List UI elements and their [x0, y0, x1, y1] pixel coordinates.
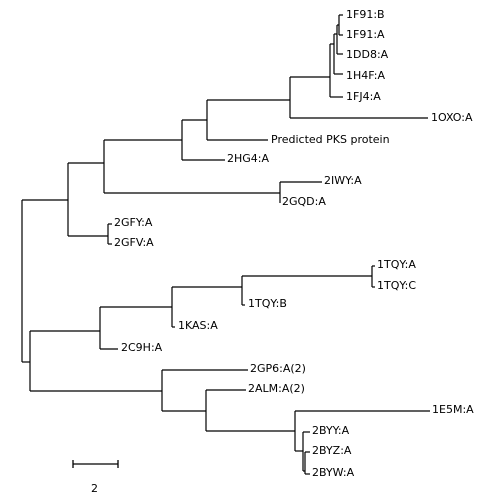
leaf-label-1tqy-c: 1TQY:C	[377, 279, 416, 292]
leaf-label-2c9h-a: 2C9H:A	[121, 341, 163, 354]
leaf-label-1oxo-a: 1OXO:A	[431, 111, 473, 124]
leaf-label-1h4f-a: 1H4F:A	[346, 69, 385, 82]
leaf-label-1f91-b: 1F91:B	[346, 8, 385, 21]
leaf-label-1f91-a: 1F91:A	[346, 28, 385, 41]
leaf-label-1tqy-b: 1TQY:B	[248, 297, 287, 310]
leaf-label-1dd8-a: 1DD8:A	[346, 48, 389, 61]
leaf-label-2gfv-a: 2GFV:A	[114, 236, 154, 249]
scale-bar-label: 2	[91, 482, 98, 494]
leaf-label-1e5m-a: 1E5M:A	[432, 403, 474, 416]
leaf-label-2byz-a: 2BYZ:A	[312, 444, 352, 457]
leaf-label-2byy-a: 2BYY:A	[312, 424, 350, 437]
leaf-label-pks: Predicted PKS protein	[271, 133, 390, 146]
leaf-label-2iwy-a: 2IWY:A	[324, 174, 362, 187]
leaf-label-2alm-a2: 2ALM:A(2)	[248, 382, 305, 395]
leaf-label-2gfy-a: 2GFY:A	[114, 216, 153, 229]
leaf-label-2gqd-a: 2GQD:A	[282, 195, 326, 208]
tree-branches	[21, 14, 430, 475]
leaf-label-1kas-a: 1KAS:A	[178, 319, 218, 332]
leaf-label-2byw-a: 2BYW:A	[312, 466, 355, 479]
leaf-label-2gp6-a2: 2GP6:A(2)	[250, 362, 306, 375]
leaf-label-1fj4-a: 1FJ4:A	[346, 90, 381, 103]
leaf-label-2hg4-a: 2HG4:A	[227, 152, 269, 165]
leaf-label-1tqy-a: 1TQY:A	[377, 258, 416, 271]
